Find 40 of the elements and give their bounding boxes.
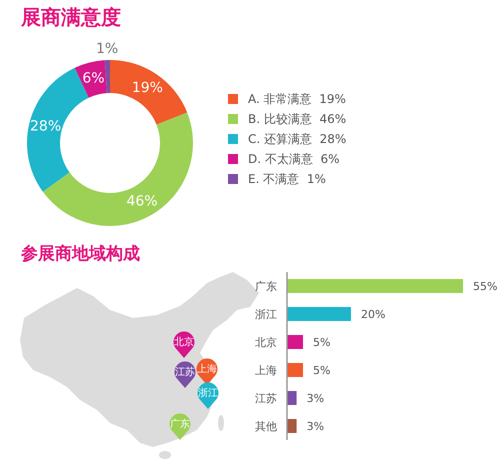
chart-title: 展商满意度 [21, 4, 121, 31]
bar [287, 335, 303, 349]
legend-label: B. 比较满意 [248, 112, 312, 126]
legend-label: A. 非常满意 [248, 92, 312, 106]
donut-slice [110, 60, 188, 125]
y-tick-label: 北京 [255, 336, 277, 349]
data-label: 55% [473, 280, 498, 293]
bar [287, 307, 351, 321]
text: 江苏 [175, 366, 195, 378]
text: 广东 [170, 418, 190, 430]
bar [287, 363, 303, 377]
y-tick-label: 其他 [255, 420, 277, 433]
text: 浙江 [198, 387, 218, 399]
bar [287, 279, 463, 293]
text: 北京 [174, 336, 194, 348]
data-label: 3% [306, 420, 324, 433]
donut-slice [104, 60, 110, 94]
text: 1% [306, 172, 326, 186]
y-tick-label: 浙江 [255, 308, 277, 321]
data-label: 3% [306, 392, 324, 405]
data-label: 5% [313, 336, 330, 349]
y-tick-label: 广东 [255, 280, 277, 293]
legend-label: D. 不太满意 [248, 152, 313, 166]
data-label: 46% [126, 193, 158, 210]
y-tick-label: 上海 [255, 364, 277, 377]
data-label: 5% [313, 364, 330, 377]
text: 28% [320, 132, 346, 146]
text: 46% [320, 112, 346, 126]
data-label: 1% [96, 41, 118, 58]
text: 19% [319, 92, 346, 106]
text: 参展商地域构成 [21, 243, 140, 265]
legend-label: C. 还算满意 [248, 132, 312, 146]
data-label: 19% [132, 80, 163, 96]
y-tick-label: 江苏 [255, 392, 277, 405]
data-label: 20% [361, 308, 386, 321]
text: 上海 [197, 363, 217, 375]
text: 6% [320, 152, 340, 166]
data-label: 6% [82, 70, 105, 87]
data-label: 28% [30, 118, 62, 134]
legend-label: E. 不满意 [248, 172, 300, 186]
